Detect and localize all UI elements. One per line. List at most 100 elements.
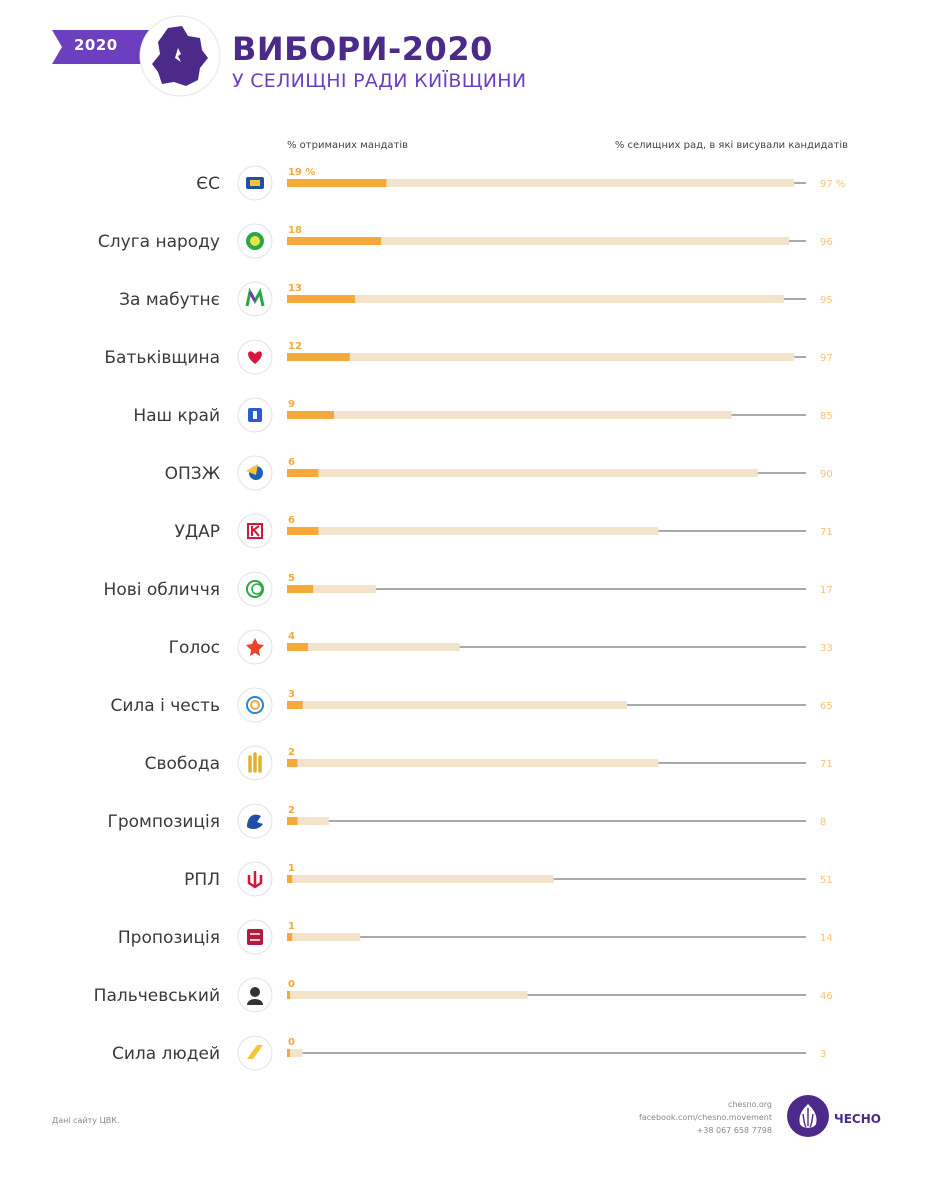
batkivshchyna-heart-icon — [248, 351, 262, 364]
party-name-label: ОПЗЖ — [165, 464, 220, 484]
mandate-value-label: 0 — [288, 979, 295, 990]
nominated-bar — [287, 585, 376, 593]
phone-number: +38 067 658 7798 — [696, 1126, 772, 1135]
mandate-value-label: 19 % — [288, 167, 315, 178]
party-results-chart: % отриманих мандатів % селищних рад, в я… — [94, 139, 848, 1071]
nominated-value-label: 95 — [820, 295, 833, 306]
mandate-value-label: 4 — [288, 631, 295, 642]
year-label: 2020 — [74, 36, 118, 54]
mandate-bar — [287, 701, 303, 709]
novi-oblychchia-logo-icon-badge — [237, 571, 273, 607]
party-name-label: Громпозиція — [107, 812, 220, 832]
opzzh-logo-icon — [246, 464, 263, 480]
x-axis-label-nominated: % селищних рад, в які висували кандидаті… — [615, 139, 848, 151]
nominated-bar — [287, 701, 627, 709]
party-name-label: Пропозиція — [118, 928, 220, 948]
nominated-value-label: 8 — [820, 817, 826, 828]
udar-logo-icon — [247, 523, 263, 539]
novi-oblychchia-logo-icon — [246, 580, 264, 598]
nominated-bar — [287, 295, 784, 303]
nominated-value-label: 85 — [820, 411, 833, 422]
party-name-label: За мабутнє — [119, 290, 220, 310]
svoboda-hand-icon — [248, 752, 262, 773]
nominated-value-label: 33 — [820, 643, 833, 654]
nominated-bar — [287, 991, 528, 999]
nominated-bar — [287, 759, 659, 767]
mandate-value-label: 18 — [288, 225, 302, 236]
mandate-value-label: 12 — [288, 341, 302, 352]
mandate-bar — [287, 817, 298, 825]
nominated-bar — [287, 643, 460, 651]
syla-liudei-logo-icon — [247, 1045, 263, 1059]
mandate-bar — [287, 875, 293, 883]
party-name-label: Батьківщина — [104, 348, 220, 368]
mandate-bar — [287, 353, 350, 361]
mandate-bar — [287, 295, 355, 303]
nominated-bar — [287, 411, 732, 419]
nominated-value-label: 14 — [820, 933, 833, 944]
mandate-value-label: 0 — [288, 1037, 295, 1048]
mandate-bar — [287, 991, 290, 999]
nominated-value-label: 51 — [820, 875, 833, 886]
mandate-bar — [287, 237, 382, 245]
holos-logo-icon — [246, 638, 264, 656]
party-name-label: Наш край — [133, 406, 220, 426]
party-name-label: Свобода — [145, 754, 220, 774]
nominated-value-label: 96 — [820, 237, 833, 248]
nominated-value-label: 46 — [820, 991, 833, 1002]
nominated-value-label: 17 — [820, 585, 833, 596]
mandate-bar — [287, 585, 314, 593]
sluha-narodu-logo-icon — [246, 232, 264, 250]
kyiv-region-map-icon — [139, 15, 221, 97]
nominated-value-label: 97 — [820, 353, 833, 364]
year-ribbon — [52, 30, 162, 64]
mandate-bar — [287, 527, 319, 535]
mandate-bar — [287, 469, 319, 477]
party-name-label: Сила і честь — [110, 696, 220, 716]
syla-i-chest-logo-icon — [246, 696, 264, 714]
chesno-logo-icon — [787, 1095, 829, 1137]
propozytsiia-logo-icon — [247, 929, 263, 945]
nominated-bar — [287, 527, 659, 535]
party-name-label: Голос — [169, 638, 220, 658]
mandate-value-label: 1 — [288, 863, 295, 874]
mandate-bar — [287, 759, 298, 767]
page-title: ВИБОРИ-2020 — [232, 30, 493, 68]
contacts-block: chesno.org facebook.com/chesno.movement … — [639, 1098, 772, 1137]
data-source-note: Дані сайту ЦВК. — [52, 1116, 120, 1125]
party-name-label: Сила людей — [112, 1044, 220, 1064]
nominated-value-label: 71 — [820, 759, 833, 770]
nash-krai-logo-icon — [248, 408, 262, 422]
mandate-value-label: 6 — [288, 457, 295, 468]
website-link[interactable]: chesno.org — [727, 1100, 772, 1109]
infographic-header: 2020 ВИБОРИ-2020 У СЕЛИЩНІ РАДИ КИЇВЩИНИ — [0, 0, 926, 120]
mandate-bar — [287, 1049, 290, 1057]
nominated-value-label: 97 % — [820, 179, 845, 190]
nominated-bar — [287, 353, 795, 361]
nominated-value-label: 65 — [820, 701, 833, 712]
party-name-label: РПЛ — [184, 870, 220, 890]
party-name-label: Нові обличчя — [104, 580, 220, 600]
nominated-bar — [287, 237, 790, 245]
chesno-brand: ЧЕСНО — [834, 1112, 881, 1126]
mandate-value-label: 2 — [288, 747, 295, 758]
facebook-link[interactable]: facebook.com/chesno.movement — [638, 1113, 772, 1122]
nominated-bar — [287, 179, 795, 187]
rpl-trident-icon — [247, 871, 263, 889]
mandate-value-label: 6 — [288, 515, 295, 526]
nominated-bar — [287, 1049, 303, 1057]
hrompozytsiia-logo-icon — [247, 814, 263, 829]
nominated-value-label: 3 — [820, 1049, 826, 1060]
mandate-value-label: 13 — [288, 283, 302, 294]
x-axis-label-mandates: % отриманих мандатів — [287, 139, 408, 151]
syla-i-chest-logo-icon-badge — [237, 687, 273, 723]
palchevskyi-portrait-icon — [247, 987, 263, 1005]
mandate-value-label: 5 — [288, 573, 295, 584]
party-name-label: Пальчевський — [94, 986, 220, 1006]
mandate-bar — [287, 643, 308, 651]
party-name-label: ЄС — [196, 174, 220, 194]
nominated-bar — [287, 875, 554, 883]
party-name-label: Слуга народу — [98, 232, 220, 252]
za-maibutnie-logo-icon — [245, 287, 265, 307]
party-name-label: УДАР — [174, 522, 220, 542]
